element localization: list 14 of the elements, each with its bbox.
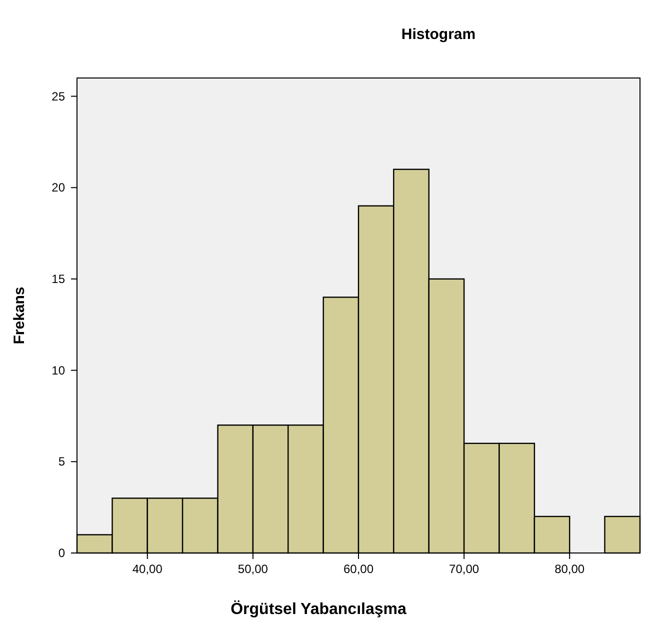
- y-tick-label: 0: [58, 546, 66, 560]
- y-axis-title: Frekans: [11, 286, 28, 344]
- y-tick-label: 20: [52, 180, 66, 195]
- y-tick-label: 15: [52, 272, 66, 286]
- x-tick-label: 50,00: [238, 562, 268, 576]
- chart-title: Histogram: [401, 26, 476, 43]
- y-tick-label: 5: [58, 454, 66, 469]
- x-tick-label: 40,00: [132, 562, 163, 576]
- y-tick-label: 10: [52, 363, 66, 378]
- y-tick-label: 25: [52, 89, 66, 104]
- x-tick-label: 80,00: [554, 562, 585, 576]
- x-tick-label: 60,00: [343, 562, 374, 576]
- x-axis-title: Örgütsel Yabancılaşma: [230, 600, 406, 618]
- x-tick-label: 70,00: [449, 562, 480, 576]
